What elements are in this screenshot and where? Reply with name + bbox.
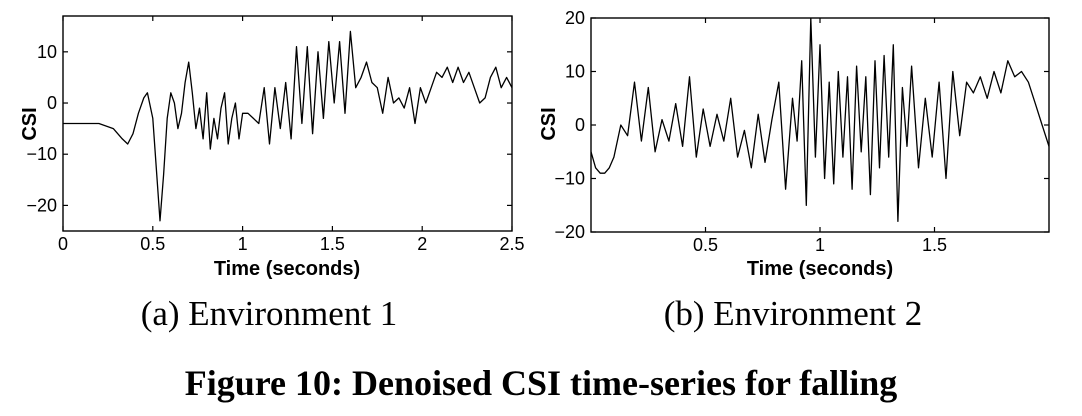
y-tick-label-b: 10 (565, 62, 585, 82)
y-tick-label-b: 0 (575, 115, 585, 135)
x-tick-label-b: 0.5 (693, 235, 718, 255)
series-line-b-0 (591, 18, 1049, 222)
plot-area-b: 0.5 1 1.5 20 10 0 −10 −20 (554, 8, 1050, 255)
x-axis-label-a: Time (seconds) (214, 258, 360, 280)
y-tick-label-b: 20 (565, 8, 585, 28)
subcaption-b: (b) Environment 2 (664, 294, 923, 333)
series-line-a-0 (63, 30, 512, 222)
y-tick-label-b: −10 (554, 169, 585, 189)
y-tick-label-a: 0 (47, 93, 57, 113)
y-tick-label-a: −20 (26, 195, 57, 215)
y-tick-label-a: 10 (37, 42, 57, 62)
x-tick-label-a: 2 (417, 234, 427, 254)
x-tick-label-a: 2.5 (499, 234, 524, 254)
chart-environment-1: 0 0.5 1 1.5 2 2.5 10 0 −10 −20 CSI Time (seconds)… (19, 15, 525, 333)
x-axis-label-b: Time (seconds) (747, 258, 893, 280)
axes-frame-a (62, 15, 513, 232)
y-tick-label-a: −10 (26, 144, 57, 164)
figure-caption: Figure 10: Denoised CSI time-series for … (185, 363, 898, 403)
x-tick-label-a: 1.5 (320, 234, 345, 254)
chart-environment-2: 0.5 1 1.5 20 10 0 −10 −20 CSI Time (seconds) (b… (538, 8, 1050, 333)
plot-area-a: 0 0.5 1 1.5 2 2.5 10 0 −10 −20 (26, 15, 525, 254)
x-tick-label-a: 1 (238, 234, 248, 254)
subcaption-a: (a) Environment 1 (141, 294, 398, 333)
x-tick-label-b: 1 (815, 235, 825, 255)
x-tick-label-a: 0.5 (140, 234, 165, 254)
y-axis-label-b: CSI (538, 107, 560, 140)
y-tick-label-b: −20 (554, 222, 585, 242)
x-tick-label-b: 1.5 (922, 235, 947, 255)
x-tick-label-a: 0 (58, 234, 68, 254)
y-axis-label-a: CSI (19, 107, 41, 140)
